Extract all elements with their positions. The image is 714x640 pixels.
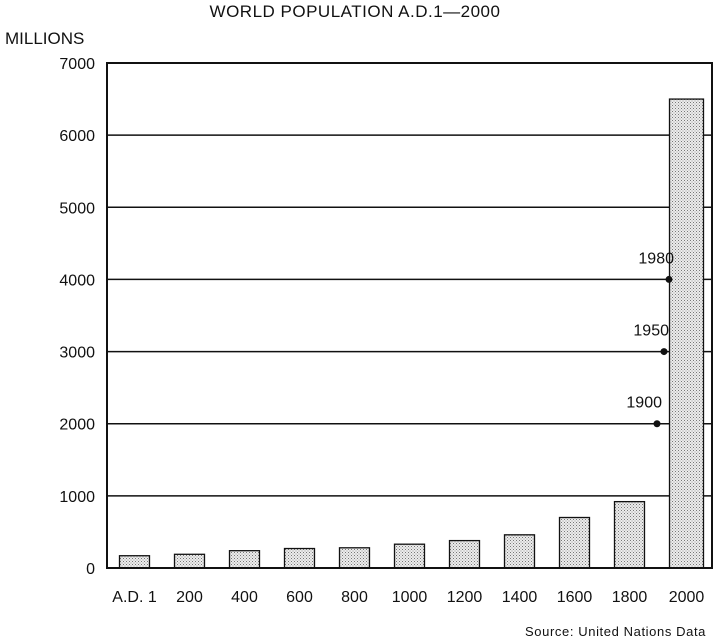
y-tick-label: 0 xyxy=(86,561,95,578)
x-tick-labels: A.D. 1 200 400 600 800 1000 1200 1400 1600 1800 20… xyxy=(112,589,704,606)
bar xyxy=(118,555,151,569)
grid-lines xyxy=(107,134,712,497)
y-tick-labels: 0 1000 2000 3000 4000 5000 6000 7000 xyxy=(59,56,95,578)
y-tick-label: 1000 xyxy=(59,489,95,506)
bar xyxy=(558,516,591,569)
chart-title: WORLD POPULATION A.D.1—2000 xyxy=(210,2,501,21)
bar xyxy=(448,539,481,569)
bar xyxy=(283,547,316,569)
x-tick-label: 200 xyxy=(176,589,203,606)
bar xyxy=(338,547,371,569)
x-tick-label: 1200 xyxy=(447,589,483,606)
x-tick-label: 1000 xyxy=(392,589,428,606)
y-tick-label: 6000 xyxy=(59,128,95,145)
x-tick-label: 1600 xyxy=(557,589,593,606)
x-tick-label: 600 xyxy=(286,589,313,606)
y-tick-label: 5000 xyxy=(59,200,95,217)
annotation-dot xyxy=(653,420,661,428)
bar xyxy=(613,500,646,569)
x-tick-label: 800 xyxy=(341,589,368,606)
y-tick-label: 4000 xyxy=(59,272,95,289)
y-tick-label: 2000 xyxy=(59,417,95,434)
annotation-dot xyxy=(660,348,668,356)
source-note: Source: United Nations Data xyxy=(525,624,706,639)
x-tick-label: 1400 xyxy=(502,589,538,606)
annotation-label: 1950 xyxy=(633,323,669,340)
y-tick-label: 3000 xyxy=(59,345,95,362)
bar xyxy=(228,550,261,569)
bar xyxy=(668,98,705,569)
x-tick-label: 400 xyxy=(231,589,258,606)
annotation-label: 1900 xyxy=(626,395,662,412)
x-tick-label: 2000 xyxy=(669,589,705,606)
annotation-dot xyxy=(665,275,673,283)
x-tick-label: 1800 xyxy=(612,589,648,606)
bars xyxy=(118,98,705,569)
annotations: 1900 1950 1980 xyxy=(626,250,674,428)
x-tick-label: A.D. 1 xyxy=(112,589,157,606)
y-axis-label: MILLIONS xyxy=(5,29,84,48)
bar xyxy=(393,543,426,569)
y-tick-label: 7000 xyxy=(59,56,95,73)
bar xyxy=(173,553,206,569)
bar xyxy=(503,534,536,569)
annotation-label: 1980 xyxy=(638,250,674,267)
plot-area-frame xyxy=(106,62,713,569)
